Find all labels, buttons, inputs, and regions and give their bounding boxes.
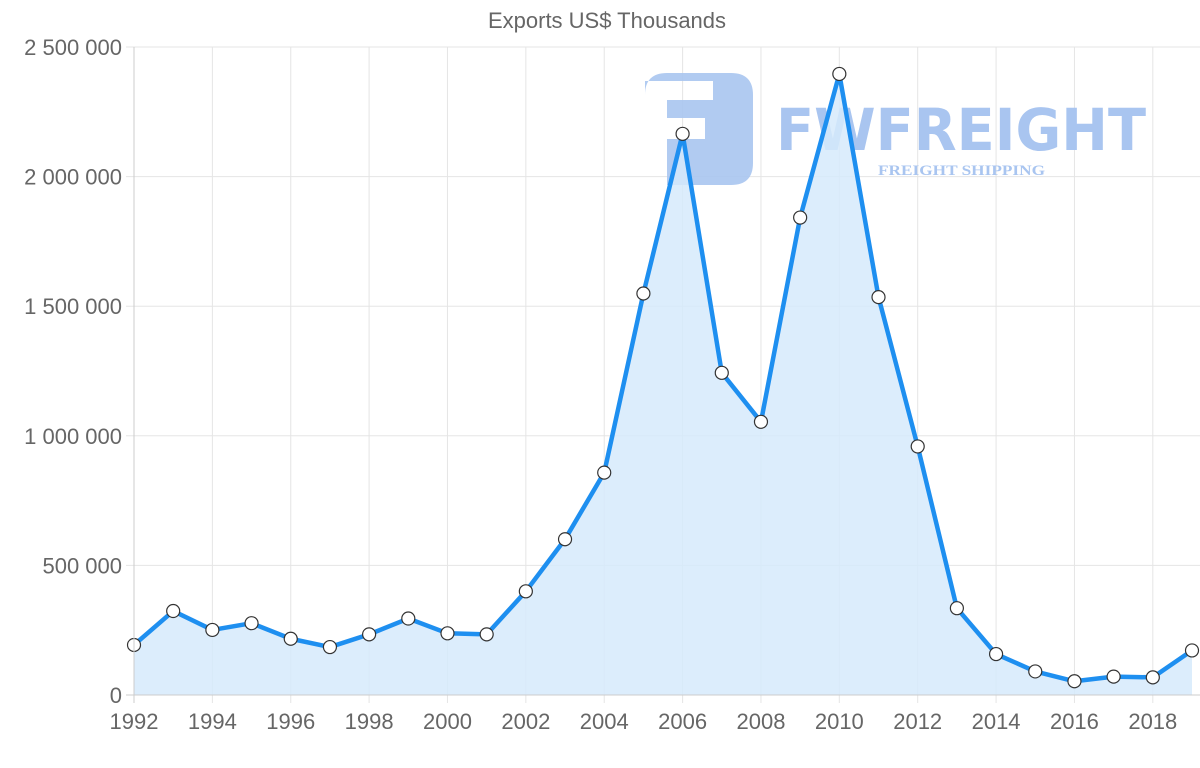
- watermark-tagline: FREIGHT SHIPPING: [878, 163, 1045, 179]
- data-point-2003[interactable]: [557, 532, 573, 547]
- x-axis-ticks: 1992 1994 1996 1998 2000 2002 2004 2006 2008 2010…: [110, 709, 1178, 734]
- y-tick-label: 1 000 000: [24, 424, 122, 449]
- x-tick-label: 2016: [1050, 709, 1099, 734]
- y-tick-label: 2 000 000: [24, 165, 122, 190]
- data-point-1994[interactable]: [205, 622, 220, 638]
- data-point-2017[interactable]: [1106, 669, 1121, 684]
- data-point-2007[interactable]: [714, 365, 729, 380]
- x-tick-label: 2010: [815, 709, 864, 734]
- brand-logo-icon: [645, 73, 753, 185]
- data-point-1996[interactable]: [283, 631, 298, 646]
- data-point-2008[interactable]: [753, 414, 769, 429]
- y-tick-label: 1 500 000: [24, 294, 122, 319]
- axes: [126, 47, 1200, 703]
- x-tick-label: 2002: [501, 709, 550, 734]
- data-point-2019[interactable]: [1184, 643, 1200, 658]
- y-tick-label: 500 000: [42, 553, 122, 578]
- data-point-2016[interactable]: [1067, 674, 1082, 689]
- x-tick-label: 1992: [110, 709, 159, 734]
- x-tick-label: 1996: [266, 709, 315, 734]
- x-tick-label: 2000: [423, 709, 472, 734]
- data-point-2001[interactable]: [479, 627, 494, 642]
- data-point-2005[interactable]: [636, 286, 651, 301]
- data-point-2009[interactable]: [793, 210, 808, 225]
- x-tick-label: 2012: [893, 709, 942, 734]
- data-point-2006[interactable]: [675, 126, 690, 141]
- series-line: [131, 71, 1195, 684]
- data-point-1997[interactable]: [322, 639, 338, 655]
- data-point-2014[interactable]: [988, 646, 1004, 662]
- data-point-1995[interactable]: [244, 616, 259, 631]
- area-fill: [134, 73, 1192, 696]
- x-tick-label: 2006: [658, 709, 707, 734]
- watermark: FWFREIGHT FREIGHT SHIPPING: [645, 73, 1146, 185]
- data-point-2012[interactable]: [910, 439, 925, 454]
- data-point-2011[interactable]: [871, 290, 886, 305]
- area-fill-path: [134, 73, 1192, 696]
- data-point-2018[interactable]: [1145, 670, 1160, 685]
- data-point-1998[interactable]: [362, 627, 377, 642]
- data-point-1999[interactable]: [401, 611, 416, 626]
- x-tick-label: 1994: [188, 709, 237, 734]
- x-tick-label: 2018: [1128, 709, 1177, 734]
- x-tick-label: 2014: [972, 709, 1021, 734]
- data-point-2010[interactable]: [832, 66, 847, 82]
- data-markers: [126, 66, 1200, 689]
- y-tick-label: 0: [110, 683, 122, 708]
- chart-title: Exports US$ Thousands: [487, 8, 727, 33]
- data-point-1993[interactable]: [166, 603, 181, 619]
- data-point-2002[interactable]: [518, 584, 533, 599]
- x-tick-label: 1998: [345, 709, 394, 734]
- x-tick-label: 2004: [580, 709, 629, 734]
- y-axis-ticks: 0 500 000 1 000 000 1 500 000 2 000 000 2 500…: [24, 35, 122, 708]
- data-line: [131, 71, 1195, 684]
- data-point-2004[interactable]: [597, 465, 612, 480]
- y-tick-label: 2 500 000: [24, 35, 122, 60]
- data-point-2015[interactable]: [1028, 664, 1043, 679]
- data-point-2000[interactable]: [440, 626, 455, 641]
- x-tick-label: 2008: [736, 709, 785, 734]
- data-point-2013[interactable]: [949, 601, 964, 616]
